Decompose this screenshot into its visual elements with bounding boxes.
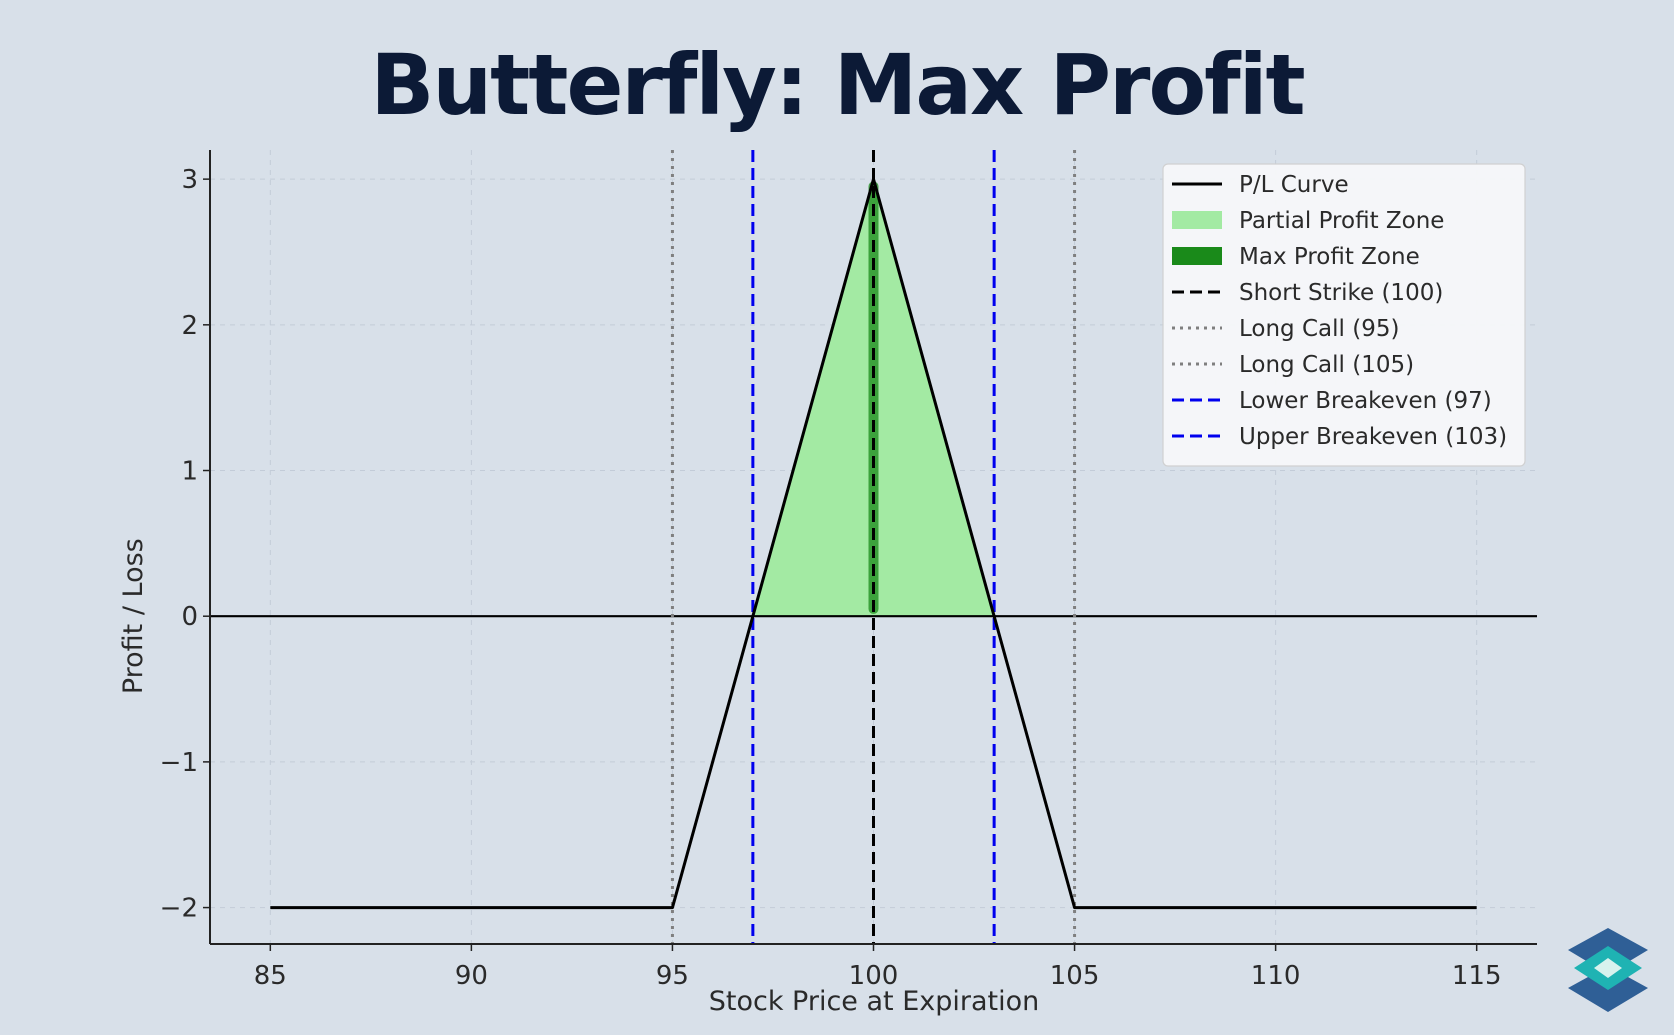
legend-label: P/L Curve <box>1239 172 1349 198</box>
y-tick-label: 3 <box>181 165 198 195</box>
x-tick-label: 90 <box>455 961 488 991</box>
legend-box <box>1162 163 1526 467</box>
x-tick-label: 115 <box>1452 961 1502 991</box>
chart-title: Butterfly: Max Profit <box>370 36 1305 134</box>
pl-curve <box>270 177 1477 910</box>
y-tick-label: −2 <box>160 894 198 924</box>
legend-label: Max Profit Zone <box>1239 244 1420 270</box>
y-tick-label: 2 <box>181 311 198 341</box>
legend-label: Upper Breakeven (103) <box>1239 424 1507 450</box>
y-tick-label: −1 <box>160 748 198 778</box>
x-tick-label: 85 <box>254 961 287 991</box>
legend: P/L Curve Partial Profit Zone Max Profit Z… <box>1162 163 1526 467</box>
legend-swatch <box>1172 211 1222 229</box>
x-axis-label: Stock Price at Expiration <box>709 986 1040 1017</box>
legend-label: Long Call (95) <box>1239 316 1399 342</box>
x-tick-label: 110 <box>1251 961 1301 991</box>
x-tick-label: 100 <box>849 961 899 991</box>
y-tick-label: 1 <box>181 457 198 487</box>
y-axis-label: Profit / Loss <box>118 538 149 694</box>
pl-curve-line <box>270 177 1477 910</box>
x-tick-label: 105 <box>1050 961 1100 991</box>
legend-label: Partial Profit Zone <box>1239 208 1444 234</box>
x-tick-label: 95 <box>656 961 689 991</box>
legend-swatch <box>1172 247 1222 265</box>
y-tick-label: 0 <box>181 602 198 632</box>
legend-label: Long Call (105) <box>1239 352 1414 378</box>
ticks: 85 90 95 100 105 110 115 −2 −1 0 1 2 3 <box>160 165 1502 991</box>
reference-lines <box>670 150 1077 944</box>
legend-label: Short Strike (100) <box>1239 280 1443 306</box>
legend-label: Lower Breakeven (97) <box>1239 388 1492 414</box>
layered-diamond-logo <box>1568 928 1648 1012</box>
